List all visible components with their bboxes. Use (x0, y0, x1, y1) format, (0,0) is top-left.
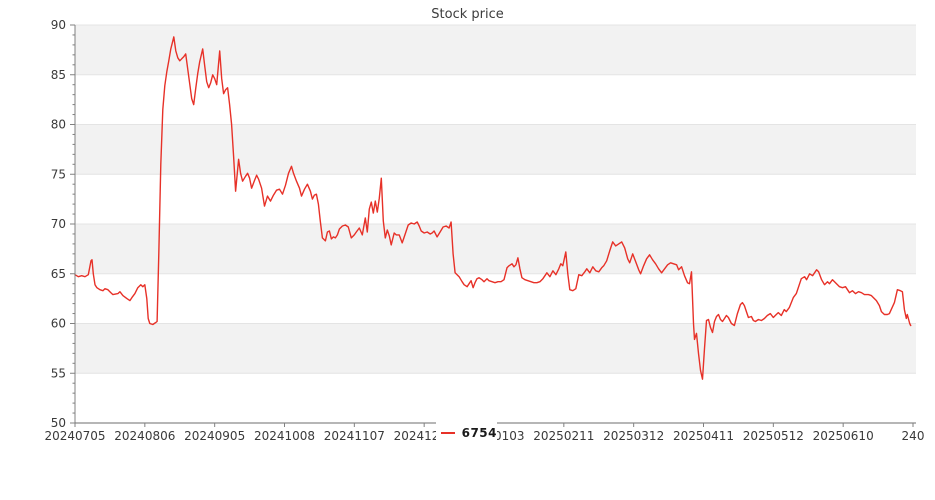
grid-band (75, 25, 916, 75)
grid-band (75, 323, 916, 374)
series-line-6754 (74, 36, 912, 380)
chart-title: Stock price (431, 7, 504, 22)
x-tick-label: 20240705 (44, 429, 105, 443)
y-tick-label: 75 (51, 167, 66, 181)
legend-line-marker (441, 432, 455, 434)
x-tick-label: 240 (902, 429, 925, 443)
legend-series-label: 6754 (461, 426, 497, 440)
y-tick-label: 70 (51, 217, 66, 231)
x-tick-label: 20250411 (673, 429, 734, 443)
y-tick-label: 65 (51, 267, 66, 281)
grid-band (75, 224, 916, 274)
y-tick-label: 50 (51, 416, 66, 430)
x-tick-label: 20250512 (743, 429, 804, 443)
y-tick-label: 60 (51, 317, 66, 331)
grid-band (75, 124, 916, 175)
y-tick-label: 80 (51, 118, 66, 132)
x-tick-label: 20250610 (813, 429, 874, 443)
x-tick-label: 20241008 (254, 429, 315, 443)
x-tick-label: 20241107 (324, 429, 385, 443)
y-tick-label: 55 (51, 366, 66, 380)
legend: 6754 (436, 420, 497, 446)
y-tick-label: 85 (51, 68, 66, 82)
y-tick-label: 90 (51, 18, 66, 32)
x-tick-label: 20240806 (114, 429, 175, 443)
x-tick-label: 20250312 (603, 429, 664, 443)
x-tick-label: 20250211 (533, 429, 594, 443)
x-tick-label: 20240905 (184, 429, 245, 443)
